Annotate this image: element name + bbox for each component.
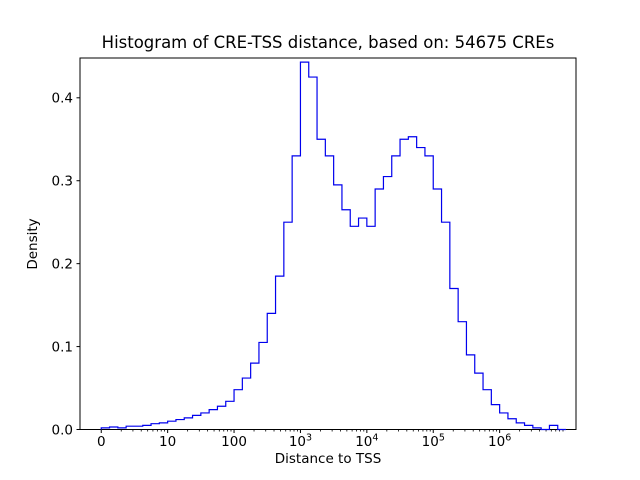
- x-tick-label: 104: [355, 433, 378, 451]
- x-tick-label: 106: [488, 433, 511, 451]
- x-tick-label: 105: [422, 433, 445, 451]
- y-tick-label: 0.3: [52, 174, 73, 190]
- y-axis-label: Density: [25, 218, 41, 270]
- y-tick-label: 0.4: [52, 91, 73, 107]
- y-tick-label: 0.0: [52, 422, 73, 438]
- axes-frame: [79, 57, 577, 430]
- x-tick-label: 100: [221, 434, 247, 450]
- x-tick-label: 103: [289, 433, 312, 451]
- x-axis-label: Distance to TSS: [274, 451, 382, 467]
- figure-title: Histogram of CRE-TSS distance, based on:…: [101, 33, 555, 52]
- x-tick-label: 0: [97, 434, 106, 450]
- y-tick-label: 0.1: [52, 339, 73, 355]
- y-tick-label: 0.2: [52, 256, 73, 272]
- x-tick-label: 10: [159, 434, 176, 450]
- histogram-step-line: [100, 61, 567, 431]
